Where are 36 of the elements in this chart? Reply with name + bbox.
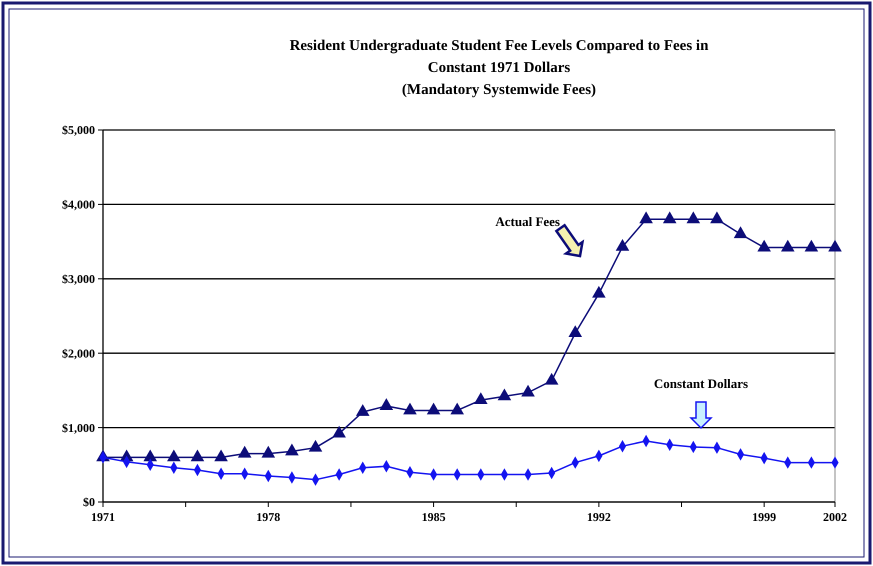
point <box>639 211 653 224</box>
annotation: Constant Dollars <box>654 376 748 391</box>
x-tick-label: 1978 <box>256 510 280 524</box>
y-tick-label: $3,000 <box>62 272 95 286</box>
point <box>498 388 512 400</box>
x-tick-label: 1999 <box>752 510 776 524</box>
y-tick-label: $2,000 <box>62 346 95 360</box>
point <box>710 211 724 224</box>
point <box>804 240 818 252</box>
point <box>403 402 417 414</box>
point <box>380 398 394 410</box>
x-tick-label: 1992 <box>586 510 611 524</box>
point <box>450 402 464 414</box>
x-tick-label: 2002 <box>823 510 847 524</box>
point <box>686 211 700 224</box>
chart-title: Resident Undergraduate Student Fee Levels Compared to Fees in Constant 1971 Dollars (Mandatory Systemwide Fees) <box>290 38 710 98</box>
y-tick-label: $0 <box>83 495 95 510</box>
point <box>757 240 771 252</box>
annotation: Actual Fees <box>495 214 560 229</box>
x-tick-label: 1971 <box>91 510 115 524</box>
x-tick-label: 1985 <box>422 510 446 524</box>
point <box>426 402 440 414</box>
point <box>780 240 795 252</box>
point <box>544 372 558 385</box>
y-tick-label: $5,000 <box>62 123 95 138</box>
point <box>356 404 370 416</box>
point <box>592 286 606 298</box>
point <box>662 211 677 224</box>
y-tick-label: $4,000 <box>62 198 95 212</box>
point <box>474 392 488 404</box>
point <box>521 384 535 397</box>
point <box>568 325 582 338</box>
y-tick-label: $1,000 <box>62 420 95 435</box>
point <box>616 238 630 251</box>
point <box>828 240 842 252</box>
point <box>734 226 748 238</box>
